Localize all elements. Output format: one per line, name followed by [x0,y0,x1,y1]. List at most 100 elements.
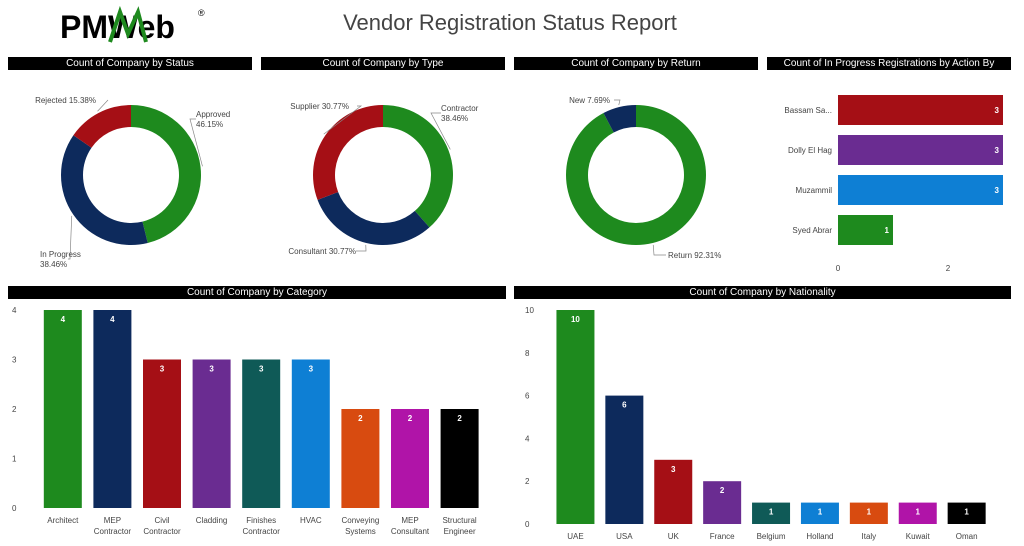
leader-line [323,105,363,135]
slice-label: New 7.69% [569,96,610,105]
chart-title: Count of Company by Return [514,57,758,70]
leader-line [97,99,109,112]
bar [838,135,1003,165]
y-tick-label: 4 [525,434,530,443]
leader-line [189,118,203,167]
category-label: Conveying [341,516,379,525]
y-tick-label: 2 [12,405,17,414]
donut-slice-new [603,105,636,133]
category-label: UAE [567,532,583,541]
bar [947,502,986,524]
data-label: 10 [571,315,580,324]
category-label: UK [668,532,680,541]
donut-slice-contractor [383,105,453,228]
category-label: MEP [104,516,121,525]
bar [93,310,132,508]
data-label: 3 [995,186,1000,195]
data-label: 2 [720,486,725,495]
category-label: MEP [401,516,418,525]
actionby-bar-chart: Bassam Sa... 3 Dolly El Hag 3 Muzammil 3 Syed … [784,95,1003,273]
slice-percent: 46.15% [196,120,223,129]
category-label: USA [616,532,633,541]
slice-label: Consultant 30.77% [288,247,356,256]
category-label: Structural [442,516,476,525]
bar [703,481,742,524]
nationality-chart-panel: Count of Company by Nationality 0 2 4 6 8 10 1… [514,286,1011,542]
slice-percent: 38.46% [40,260,67,269]
pmweb-logo: PMWeb ® [60,5,205,45]
category-label: Contractor [243,527,281,536]
type-chart-panel: Count of Company by Type Contractor 38.46… [261,57,505,277]
actionby-chart-panel: Count of In Progress Registrations by Ac… [767,57,1011,277]
bar [143,359,181,508]
y-tick-label: 8 [525,349,530,358]
data-label: 1 [916,508,921,517]
y-tick-label: 10 [525,306,534,315]
bar [43,310,82,508]
chart-title: Count of Company by Status [8,57,252,70]
category-label: Consultant [391,527,430,536]
data-label: 3 [309,365,314,374]
leader-line [614,99,621,106]
donut-slice-rejected [73,105,131,148]
chart-title: Count of Company by Type [261,57,505,70]
bar [440,409,479,508]
category-label: Kuwait [906,532,931,541]
data-label: 3 [671,465,676,474]
bar [605,395,644,524]
category-label: Civil [154,516,169,525]
category-label: Bassam Sa... [784,106,832,115]
leader-line [652,244,666,256]
donut-slice-return [566,105,706,246]
bar [654,459,693,524]
donut-slice-consultant [317,192,430,245]
data-label: 1 [885,226,890,235]
category-label: Cladding [196,516,228,525]
donut-slice-in-progress [60,135,148,245]
data-label: 4 [61,315,66,324]
category-label: France [710,532,735,541]
category-label: Oman [956,532,978,541]
bar [800,502,839,524]
bar [752,502,791,524]
category-label: Belgium [757,532,786,541]
x-tick-label: 2 [946,264,951,273]
slice-label: Contractor [441,104,479,113]
y-tick-label: 0 [12,504,17,513]
data-label: 3 [995,146,1000,155]
category-chart-panel: Count of Company by Category 0 1 2 3 4 4 Archi… [8,286,506,542]
slice-label: In Progress [40,250,81,259]
bar [291,359,330,508]
slice-label: Return 92.31% [668,251,721,260]
chart-title: Count of Company by Nationality [514,286,1011,299]
bar [838,175,1003,205]
category-label: Syed Abrar [792,226,832,235]
data-label: 3 [160,365,165,374]
bar [556,310,595,524]
data-label: 6 [622,401,627,410]
data-label: 3 [259,365,264,374]
data-label: 2 [358,414,363,423]
category-label: Finishes [246,516,276,525]
data-label: 4 [110,315,115,324]
y-tick-label: 1 [12,455,17,464]
slice-label: Rejected 15.38% [35,96,96,105]
category-label: Architect [47,516,79,525]
category-label: Dolly El Hag [788,146,832,155]
category-label: Systems [345,527,376,536]
logo-registered-mark: ® [198,8,205,18]
bar [898,502,937,524]
y-tick-label: 4 [12,306,17,315]
donut-slice-approved [131,105,201,243]
category-label: Italy [862,532,877,541]
bar [242,359,281,508]
category-label: Contractor [94,527,132,536]
y-tick-label: 6 [525,392,530,401]
category-label: Holland [806,532,833,541]
bar [838,215,893,245]
donut-slice-supplier [313,105,383,200]
leader-line [430,112,451,150]
leader-line [356,244,367,252]
status-chart-panel: Count of Company by Status Approved 46.15… [8,57,252,277]
